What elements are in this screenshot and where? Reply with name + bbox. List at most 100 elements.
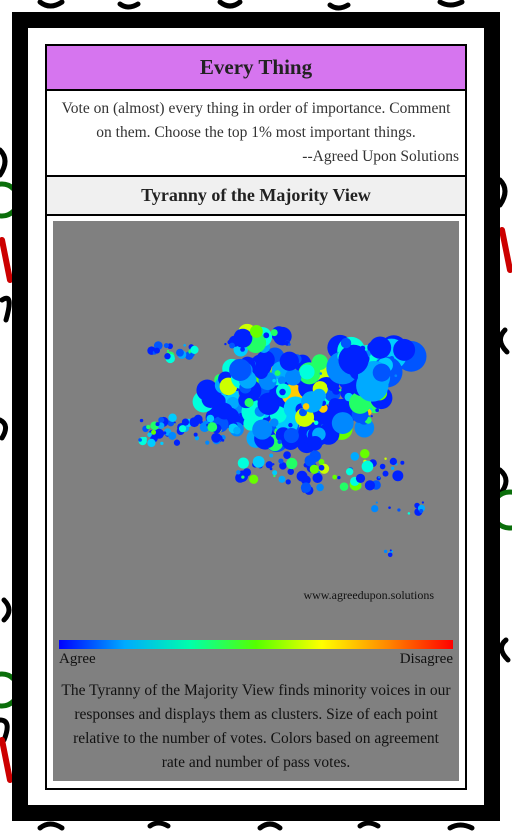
cluster-dot <box>389 457 397 466</box>
cluster-dot <box>228 424 234 430</box>
cluster-dot <box>307 436 323 451</box>
cluster-dot <box>340 337 352 349</box>
cluster-dot <box>318 464 325 471</box>
cluster-dot <box>178 425 187 433</box>
cluster-dot <box>278 458 284 464</box>
description-box: Vote on (almost) every thing in order of… <box>45 89 467 177</box>
cluster-dot <box>155 422 160 427</box>
cluster-dot <box>364 480 376 491</box>
cluster-dot <box>163 343 169 349</box>
cluster-dot <box>235 472 246 483</box>
cluster-dot <box>421 501 425 504</box>
cluster-dot <box>338 344 369 375</box>
cluster-dot <box>300 482 312 493</box>
cluster-dot <box>272 470 278 476</box>
cluster-dot <box>350 452 360 461</box>
cluster-dot <box>312 472 323 484</box>
cluster-dot <box>224 342 227 346</box>
cluster-dot <box>229 358 252 381</box>
cluster-dot <box>372 363 391 382</box>
cluster-dot <box>338 388 342 392</box>
scale-high-label: Disagree <box>399 651 453 667</box>
cluster-dot <box>158 417 165 424</box>
cluster-dot <box>397 508 401 512</box>
cluster-dot <box>279 462 287 470</box>
cluster-dot <box>316 483 324 492</box>
cluster-dot <box>233 426 241 435</box>
cluster-dot <box>138 438 142 442</box>
cluster-dot <box>168 413 177 422</box>
cluster-dot <box>257 392 280 415</box>
cluster-dot <box>331 412 354 434</box>
cluster-dot <box>274 370 281 377</box>
cluster-dot <box>284 368 302 386</box>
cluster-dot <box>252 419 273 440</box>
cluster-dot <box>207 422 218 432</box>
cluster-dot <box>360 448 370 459</box>
cluster-dot <box>392 470 404 482</box>
cluster-dot <box>194 436 200 441</box>
cluster-dot <box>309 464 319 474</box>
cluster-dot <box>183 343 187 347</box>
cluster-dot <box>371 504 379 513</box>
cluster-dot <box>302 403 310 410</box>
cluster-dot <box>304 455 316 467</box>
caption: The Tyranny of the Majority View finds m… <box>61 682 451 771</box>
cluster-dot <box>153 341 163 350</box>
cluster-dot <box>163 431 167 435</box>
cluster-dot <box>361 460 374 473</box>
cluster-dot <box>242 468 252 477</box>
cluster-dot <box>263 332 270 339</box>
cluster-dot <box>181 418 190 426</box>
cluster-dot <box>285 479 291 485</box>
cluster-dot <box>388 506 391 509</box>
cluster-dot <box>419 508 424 514</box>
cluster-dots <box>138 323 427 558</box>
cluster-dot <box>375 408 380 413</box>
cluster-dot <box>313 420 319 426</box>
cluster-dot <box>270 329 278 337</box>
scale-low-label: Agree <box>59 651 96 667</box>
cluster-dot <box>147 432 152 437</box>
description-text: Vote on (almost) every thing in order of… <box>61 100 451 141</box>
cluster-dot <box>237 457 249 469</box>
cluster-dot <box>288 422 293 428</box>
cluster-dot <box>312 388 326 403</box>
cluster-dot <box>216 402 233 420</box>
cluster-dot <box>286 457 298 470</box>
cluster-dot <box>394 374 398 378</box>
watermark: www.agreedupon.solutions <box>303 588 434 602</box>
header-title: Every Thing <box>45 44 467 91</box>
cluster-dot <box>377 476 381 479</box>
cluster-dot <box>168 431 177 440</box>
cluster-dot <box>193 432 198 437</box>
cluster-dot <box>147 438 156 448</box>
cluster-dot <box>241 475 245 479</box>
cluster-dot <box>383 549 388 554</box>
cluster-dot <box>332 474 338 480</box>
cluster-dot <box>269 453 274 458</box>
cluster-dot <box>173 421 176 424</box>
cluster-dot <box>252 455 265 468</box>
view-title: Tyranny of the Majority View <box>45 175 467 216</box>
cluster-dot <box>299 364 315 380</box>
cluster-dot <box>244 398 254 408</box>
cluster-dot <box>279 388 286 396</box>
cluster-dot <box>339 482 349 491</box>
cluster-dot <box>211 432 222 443</box>
cluster-dot <box>277 439 282 445</box>
cluster-dot <box>382 470 389 477</box>
cluster-dot <box>153 347 160 354</box>
cluster-dot <box>146 424 151 430</box>
cluster-dot <box>279 351 299 371</box>
cluster-dot <box>379 463 386 470</box>
cluster-dot <box>288 343 291 346</box>
cluster-dot <box>236 470 241 475</box>
cluster-dot <box>201 389 220 408</box>
cluster-dot <box>229 342 235 349</box>
cluster-dot <box>139 418 144 423</box>
cluster-dot <box>143 436 147 441</box>
cluster-dot <box>301 475 311 485</box>
cluster-dot <box>345 467 354 476</box>
